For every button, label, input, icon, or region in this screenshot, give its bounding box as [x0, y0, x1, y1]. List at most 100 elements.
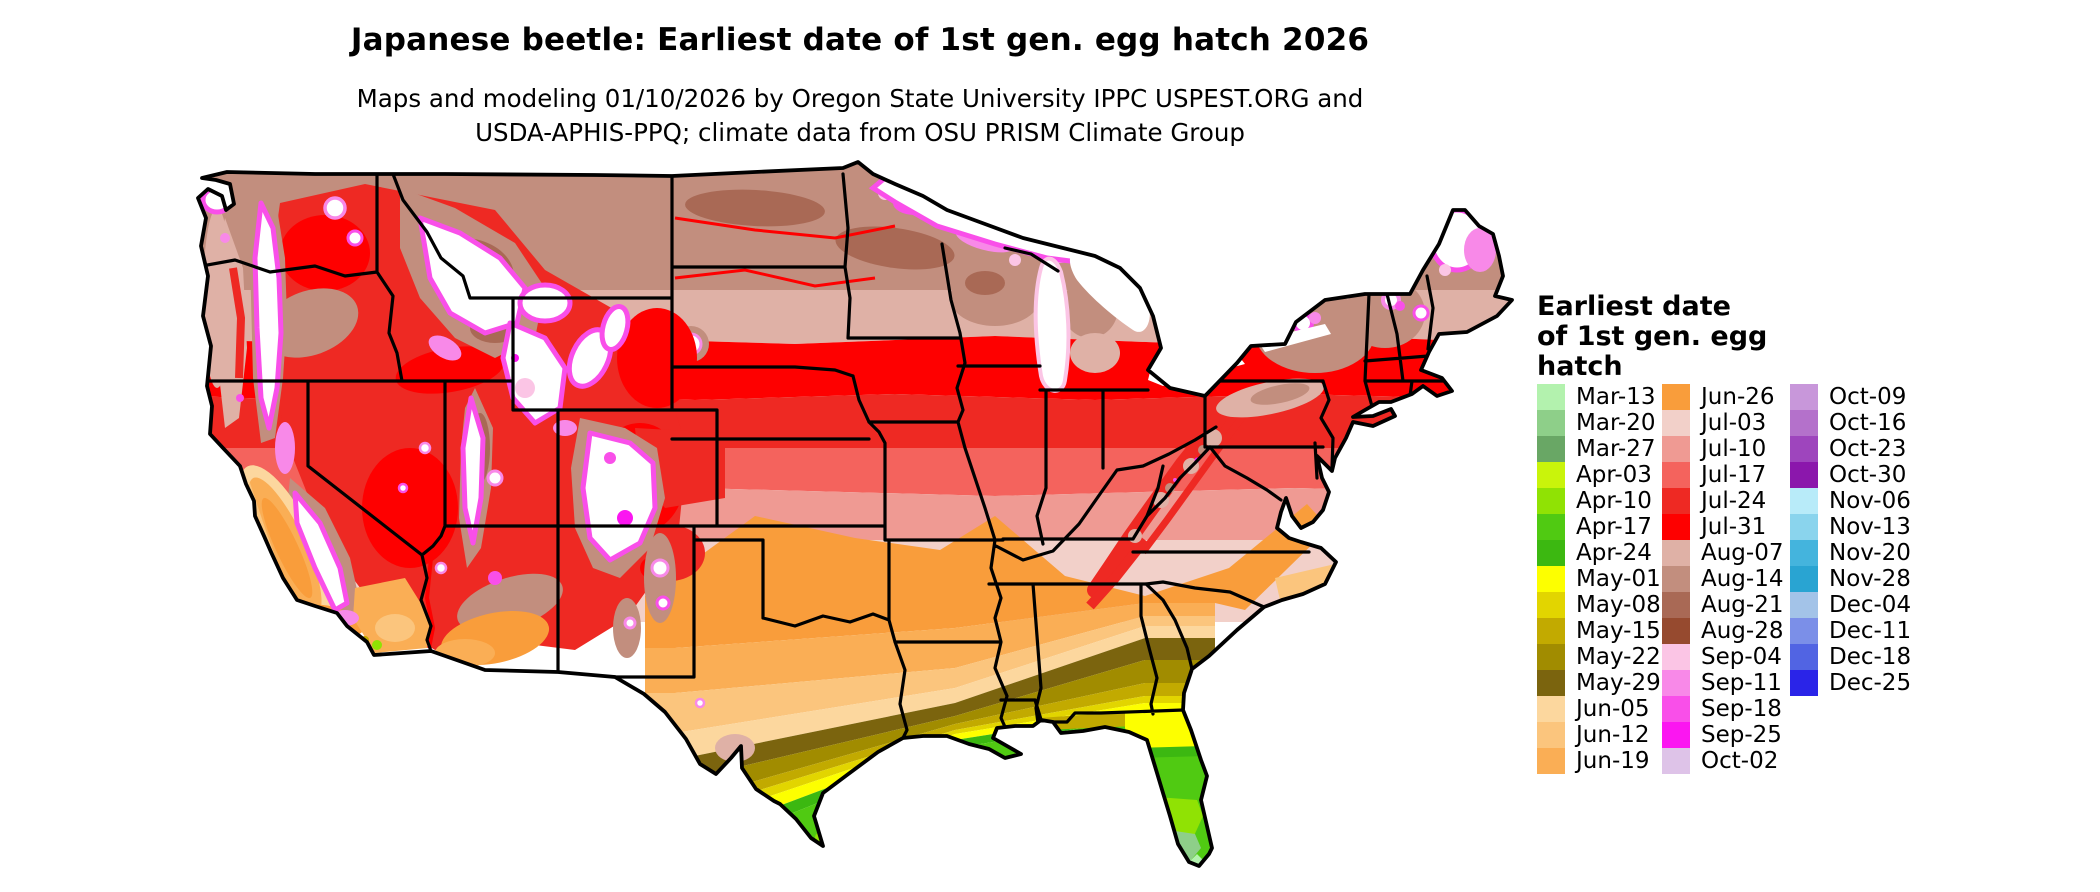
legend-item: May-01: [1537, 566, 1661, 592]
legend-label: Dec-04: [1829, 592, 1912, 618]
legend-item: Jul-24: [1662, 488, 1783, 514]
legend-swatch: [1537, 514, 1565, 540]
subtitle-line-1: Maps and modeling 01/10/2026 by Oregon S…: [356, 84, 1364, 113]
legend-item: Jul-10: [1662, 436, 1783, 462]
legend-swatch: [1662, 488, 1690, 514]
legend-item: Apr-03: [1537, 462, 1661, 488]
legend-swatch: [1662, 592, 1690, 618]
legend-item: May-15: [1537, 618, 1661, 644]
legend-label: Mar-13: [1576, 384, 1656, 410]
legend-item: Aug-28: [1662, 618, 1783, 644]
legend-swatch: [1790, 488, 1818, 514]
subtitle-line-2: USDA-APHIS-PPQ; climate data from OSU PR…: [475, 118, 1245, 147]
legend-swatch: [1537, 722, 1565, 748]
legend-column-2: Jun-26 Jul-03 Jul-10 Jul-17 Jul-24 Jul-31 Aug-…: [1662, 384, 1783, 774]
legend-label: Dec-25: [1829, 670, 1912, 696]
legend-label: Aug-28: [1701, 618, 1784, 644]
legend-swatch: [1662, 618, 1690, 644]
legend-item: Oct-09: [1790, 384, 1911, 410]
legend-title: Earliest date of 1st gen. egg hatch: [1537, 291, 1768, 382]
legend: Earliest date of 1st gen. egg hatch Mar-…: [1537, 291, 2097, 774]
legend-label: Oct-16: [1829, 410, 1907, 436]
legend-swatch: [1790, 514, 1818, 540]
legend-label: May-22: [1576, 644, 1661, 670]
legend-label: Jun-26: [1701, 384, 1775, 410]
legend-item: Nov-06: [1790, 488, 1911, 514]
legend-item: Sep-04: [1662, 644, 1783, 670]
legend-swatch: [1662, 384, 1690, 410]
legend-item: Mar-13: [1537, 384, 1661, 410]
legend-item: Sep-11: [1662, 670, 1783, 696]
legend-label: Nov-28: [1829, 566, 1911, 592]
legend-swatch: [1790, 618, 1818, 644]
legend-label: Sep-18: [1701, 696, 1782, 722]
legend-label: Dec-11: [1829, 618, 1912, 644]
legend-item: Oct-30: [1790, 462, 1911, 488]
legend-label: Sep-04: [1701, 644, 1782, 670]
legend-label: Jun-19: [1576, 748, 1650, 774]
legend-label: Jul-17: [1701, 462, 1767, 488]
legend-swatch: [1662, 540, 1690, 566]
legend-swatch: [1662, 748, 1690, 774]
legend-swatch: [1537, 696, 1565, 722]
legend-label: Aug-07: [1701, 540, 1784, 566]
legend-label: Oct-23: [1829, 436, 1907, 462]
legend-swatch: [1537, 748, 1565, 774]
us-map: [195, 148, 1525, 892]
legend-label: Jun-12: [1576, 722, 1650, 748]
legend-label: Jun-05: [1576, 696, 1650, 722]
legend-label: Aug-21: [1701, 592, 1784, 618]
legend-item: May-08: [1537, 592, 1661, 618]
legend-column-3: Oct-09 Oct-16 Oct-23 Oct-30 Nov-06 Nov-13 Nov-…: [1790, 384, 1911, 696]
legend-label: Dec-18: [1829, 644, 1912, 670]
legend-label: Oct-30: [1829, 462, 1907, 488]
legend-swatch: [1537, 540, 1565, 566]
legend-item: Jun-26: [1662, 384, 1783, 410]
legend-label: Apr-17: [1576, 514, 1652, 540]
legend-label: Apr-24: [1576, 540, 1652, 566]
legend-label: Sep-11: [1701, 670, 1782, 696]
legend-item: Oct-16: [1790, 410, 1911, 436]
legend-label: Aug-14: [1701, 566, 1784, 592]
legend-swatch: [1537, 618, 1565, 644]
legend-item: Mar-20: [1537, 410, 1661, 436]
legend-swatch: [1662, 644, 1690, 670]
legend-label: Mar-20: [1576, 410, 1656, 436]
legend-item: Oct-23: [1790, 436, 1911, 462]
legend-swatch: [1790, 462, 1818, 488]
legend-swatch: [1662, 462, 1690, 488]
legend-item: Sep-18: [1662, 696, 1783, 722]
state-borders: [199, 170, 1445, 750]
legend-swatch: [1537, 644, 1565, 670]
legend-item: Jun-12: [1537, 722, 1661, 748]
legend-swatch: [1662, 436, 1690, 462]
us-outline: [196, 160, 1514, 868]
legend-item: Aug-21: [1662, 592, 1783, 618]
map-subtitle: Maps and modeling 01/10/2026 by Oregon S…: [195, 82, 1525, 150]
legend-column-1: Mar-13 Mar-20 Mar-27 Apr-03 Apr-10 Apr-17 Apr-…: [1537, 384, 1661, 774]
legend-item: Sep-25: [1662, 722, 1783, 748]
us-map-svg: [196, 160, 1514, 868]
legend-swatch: [1537, 488, 1565, 514]
legend-swatch: [1662, 722, 1690, 748]
legend-item: Apr-10: [1537, 488, 1661, 514]
legend-label: Jul-03: [1701, 410, 1767, 436]
legend-label: May-01: [1576, 566, 1661, 592]
legend-swatch: [1790, 540, 1818, 566]
legend-label: Nov-20: [1829, 540, 1911, 566]
legend-label: Sep-25: [1701, 722, 1782, 748]
legend-label: Jul-31: [1701, 514, 1767, 540]
legend-swatch: [1790, 644, 1818, 670]
legend-swatch: [1790, 384, 1818, 410]
legend-item: Aug-07: [1662, 540, 1783, 566]
legend-label: May-29: [1576, 670, 1661, 696]
legend-label: Nov-06: [1829, 488, 1911, 514]
legend-swatch: [1537, 462, 1565, 488]
legend-item: Dec-04: [1790, 592, 1911, 618]
legend-label: Mar-27: [1576, 436, 1656, 462]
legend-item: May-29: [1537, 670, 1661, 696]
legend-item: May-22: [1537, 644, 1661, 670]
legend-swatch: [1662, 566, 1690, 592]
legend-swatch: [1662, 410, 1690, 436]
